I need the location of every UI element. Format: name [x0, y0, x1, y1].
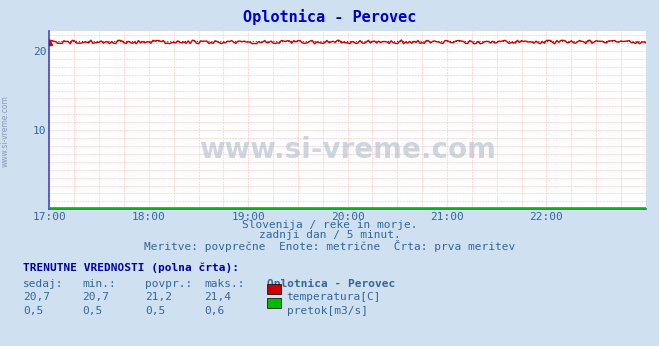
Text: 21,2: 21,2: [145, 292, 172, 302]
Text: TRENUTNE VREDNOSTI (polna črta):: TRENUTNE VREDNOSTI (polna črta):: [23, 263, 239, 273]
Text: Oplotnica - Perovec: Oplotnica - Perovec: [243, 9, 416, 25]
Text: min.:: min.:: [82, 279, 116, 289]
Text: 0,5: 0,5: [82, 306, 103, 316]
Text: pretok[m3/s]: pretok[m3/s]: [287, 306, 368, 316]
Text: 0,5: 0,5: [23, 306, 43, 316]
Text: Meritve: povprečne  Enote: metrične  Črta: prva meritev: Meritve: povprečne Enote: metrične Črta:…: [144, 240, 515, 253]
Text: zadnji dan / 5 minut.: zadnji dan / 5 minut.: [258, 230, 401, 240]
Text: 20,7: 20,7: [23, 292, 50, 302]
Text: 21,4: 21,4: [204, 292, 231, 302]
Text: Slovenija / reke in morje.: Slovenija / reke in morje.: [242, 220, 417, 230]
Text: temperatura[C]: temperatura[C]: [287, 292, 381, 302]
Text: www.si-vreme.com: www.si-vreme.com: [199, 136, 496, 164]
Text: 0,5: 0,5: [145, 306, 165, 316]
Text: 0,6: 0,6: [204, 306, 225, 316]
Text: sedaj:: sedaj:: [23, 279, 63, 289]
Text: www.si-vreme.com: www.si-vreme.com: [1, 95, 10, 167]
Text: povpr.:: povpr.:: [145, 279, 192, 289]
Text: maks.:: maks.:: [204, 279, 244, 289]
Text: 20,7: 20,7: [82, 292, 109, 302]
Text: Oplotnica - Perovec: Oplotnica - Perovec: [267, 279, 395, 289]
